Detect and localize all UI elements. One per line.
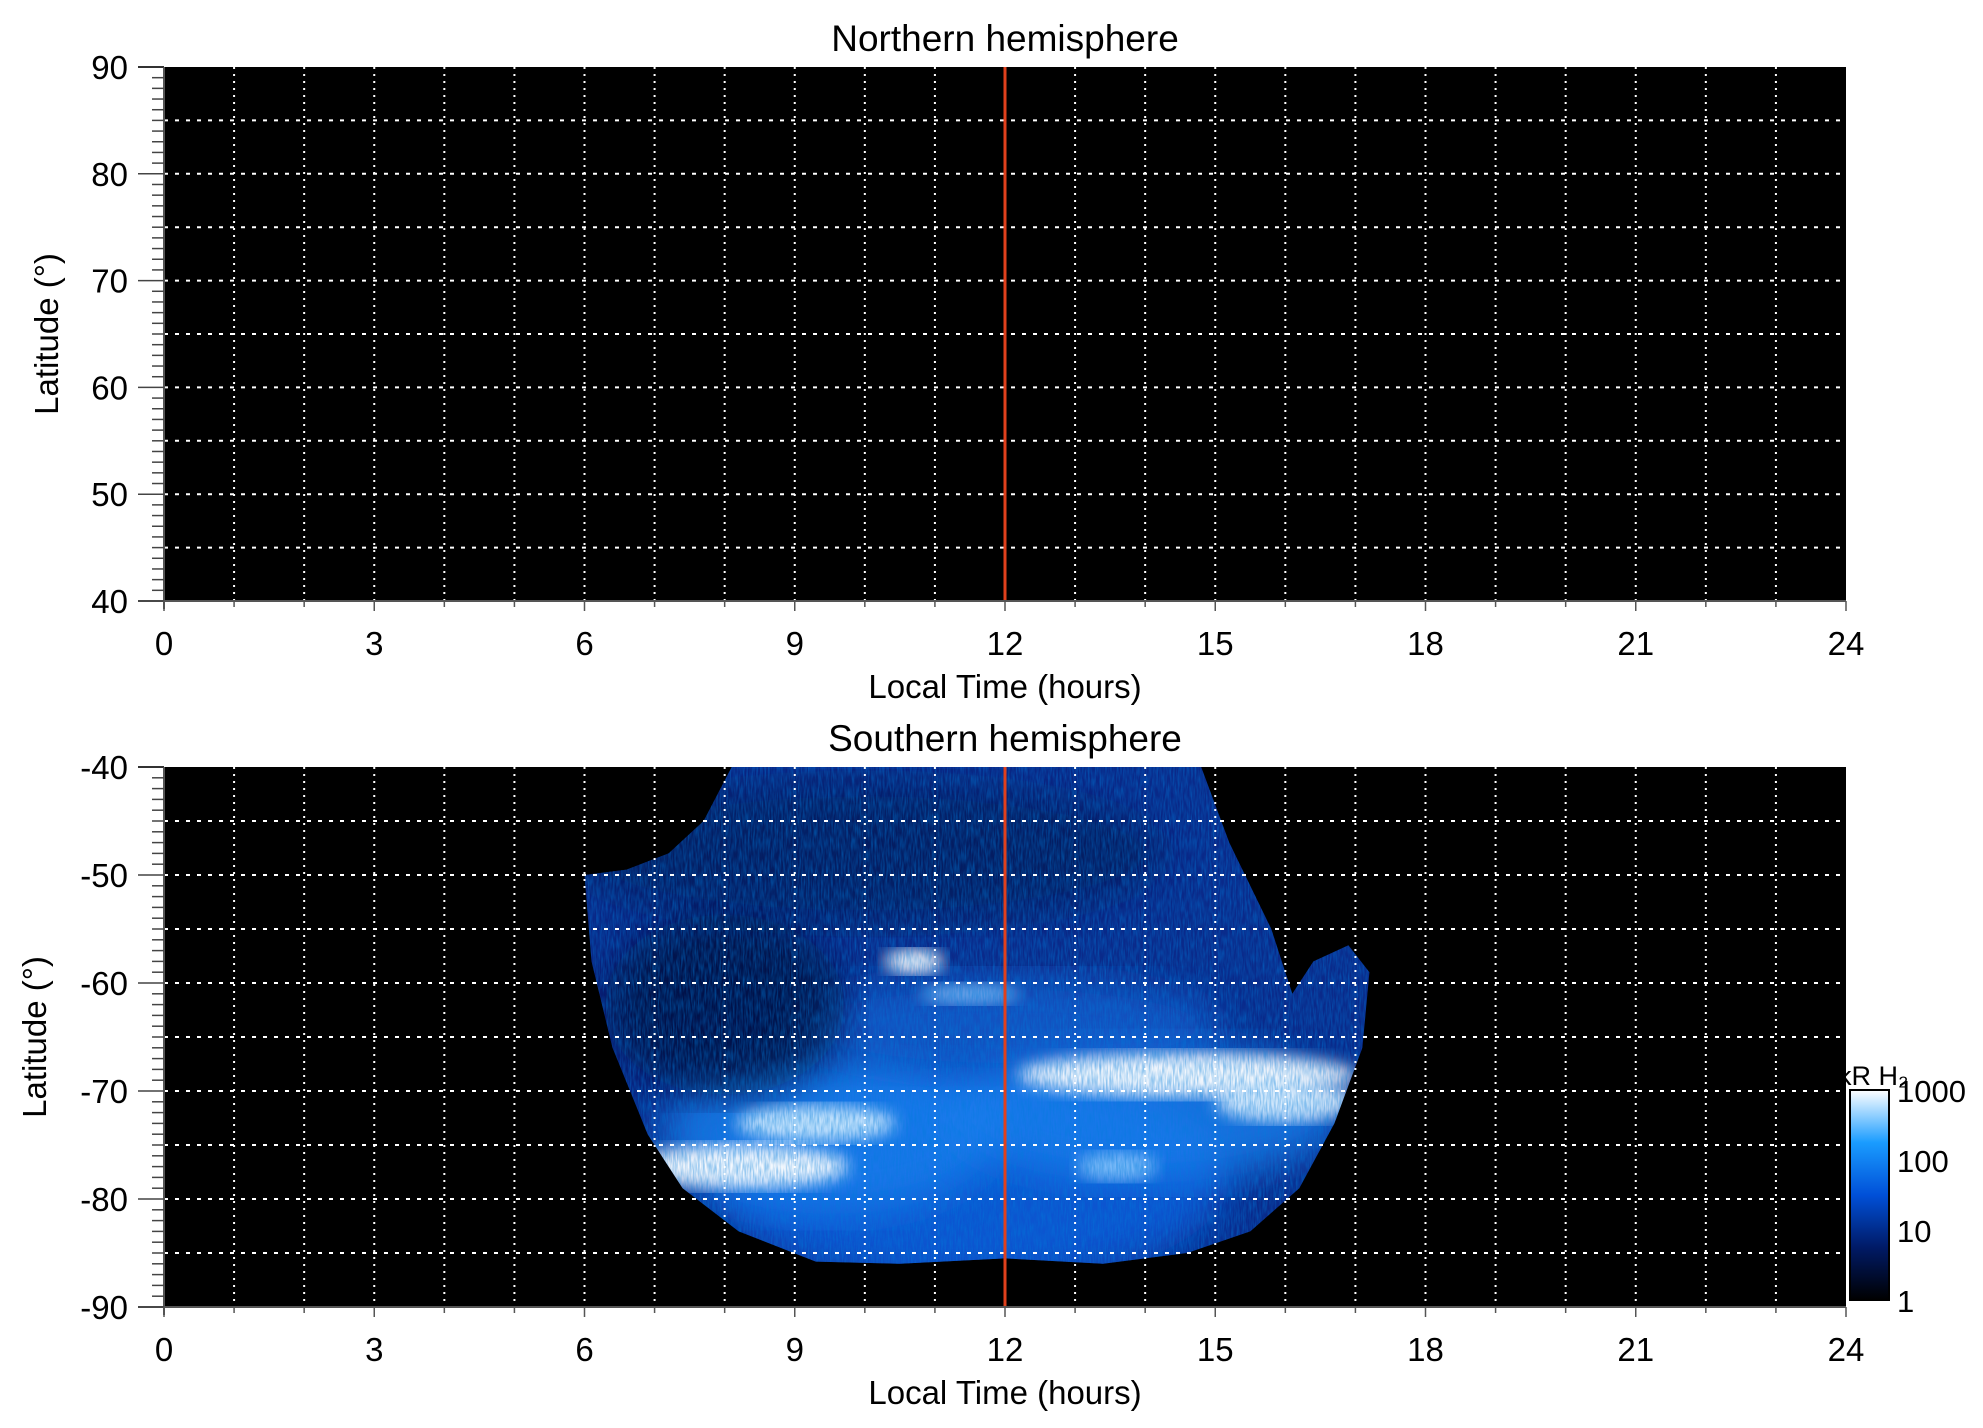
y-tick-label: -40 [80,749,128,786]
southern-hemisphere-panel: 0 3 6 9 12 15 18 21 24 -90 -80 -70 -60 -50 -40 Southern… [16,718,1864,1411]
colorbar-tick-label: 100 [1897,1144,1949,1179]
x-tick-label: 9 [786,1331,804,1368]
x-tick-label: 15 [1197,1331,1234,1368]
y-tick-label: 90 [91,49,128,86]
y-tick-label: 80 [91,156,128,193]
colorbar-gradient [1849,1089,1890,1301]
x-tick-label: 21 [1617,1331,1654,1368]
y-axis-label: Latitude (°) [16,956,53,1118]
x-tick-label: 3 [365,1331,383,1368]
y-tick-label: 70 [91,263,128,300]
y-tick-label: -60 [80,965,128,1002]
x-tick-label: 18 [1407,625,1444,662]
x-tick-label: 9 [786,625,804,662]
y-tick-label: -70 [80,1073,128,1110]
x-axis-label: Local Time (hours) [868,1374,1141,1411]
x-tick-label: 6 [575,625,593,662]
colorbar-tick-label: 1 [1897,1284,1914,1319]
colorbar-tick-label: 10 [1897,1214,1931,1249]
y-tick-label: 40 [91,583,128,620]
y-tick-label: -90 [80,1289,128,1326]
x-tick-label: 0 [155,625,173,662]
x-tick-label: 24 [1828,1331,1865,1368]
colorbar-tick-label: 1000 [1897,1074,1966,1109]
aurora-emission-region [584,767,1370,1264]
y-tick-label: 60 [91,369,128,406]
x-tick-label: 15 [1197,625,1234,662]
panel-title: Northern hemisphere [831,18,1179,59]
x-tick-label: 0 [155,1331,173,1368]
y-tick-label: 50 [91,476,128,513]
y-tick-label: -80 [80,1181,128,1218]
northern-hemisphere-panel: 0 3 6 9 12 15 18 21 24 40 50 60 70 80 90 Northern hemis… [28,18,1864,705]
y-axis-label: Latitude (°) [28,253,65,415]
panel-title: Southern hemisphere [828,718,1182,759]
x-tick-label: 12 [987,1331,1024,1368]
x-tick-label: 12 [987,625,1024,662]
x-tick-label: 6 [575,1331,593,1368]
x-tick-label: 18 [1407,1331,1444,1368]
x-tick-label: 3 [365,625,383,662]
x-tick-label: 24 [1828,625,1865,662]
colorbar-label: kR H₂ [1838,1061,1908,1091]
y-tick-label: -50 [80,857,128,894]
x-axis-label: Local Time (hours) [868,668,1141,705]
x-tick-label: 21 [1617,625,1654,662]
